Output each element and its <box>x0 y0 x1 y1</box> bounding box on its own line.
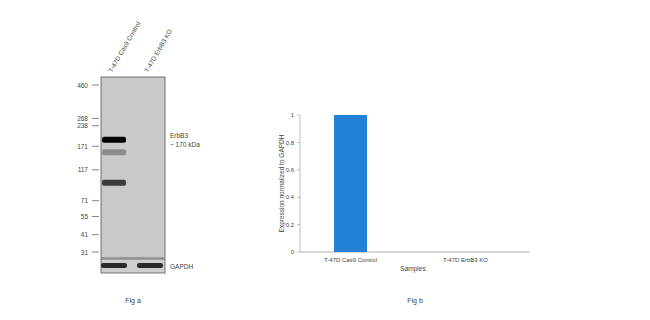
x-tick-label: T-47D ErbB3 KO <box>443 257 488 263</box>
marker-label: 41 <box>81 231 89 238</box>
bar <box>449 252 482 253</box>
protein-band <box>102 180 126 186</box>
y-axis-line <box>300 115 301 252</box>
y-tick <box>297 142 300 143</box>
marker-tick <box>92 234 99 235</box>
bars <box>334 115 367 252</box>
figure-caption: Fig b <box>407 297 423 305</box>
loading-control-label: GAPDH <box>170 263 193 270</box>
figure-caption: Fig a <box>125 297 141 305</box>
marker-label: 268 <box>77 115 88 122</box>
y-tick-label: 0.8 <box>286 140 295 146</box>
marker-label: 71 <box>81 197 89 204</box>
marker-tick <box>92 118 99 119</box>
marker-label: 117 <box>78 166 89 173</box>
lane-label: T-47D ErbB3 KO <box>143 28 173 74</box>
marker-tick <box>92 85 99 86</box>
y-tick-label: 0.4 <box>286 194 295 200</box>
marker-tick <box>92 125 99 126</box>
marker-tick <box>92 252 99 253</box>
y-tick <box>297 252 300 253</box>
y-tick-label: 0.6 <box>286 167 295 173</box>
y-tick-label: 0 <box>291 249 295 255</box>
protein-band <box>102 137 126 143</box>
blot-membrane <box>101 77 165 258</box>
marker-tick <box>92 169 99 170</box>
marker-tick <box>92 216 99 217</box>
loading-control-band <box>137 263 163 268</box>
bar <box>334 115 367 252</box>
y-tick <box>297 224 300 225</box>
y-axis-label: Expression normalized to GAPDH <box>278 134 286 232</box>
marker-label: 171 <box>77 143 88 150</box>
loading-control-strip <box>101 259 165 273</box>
marker-label: 31 <box>81 249 89 256</box>
marker-tick <box>92 200 99 201</box>
marker-tick <box>92 146 99 147</box>
y-tick <box>297 169 300 170</box>
marker-label: 460 <box>77 82 88 89</box>
y-tick <box>297 197 300 198</box>
marker-label: 238 <box>77 122 88 129</box>
western-blot: 460 268238 171 117 71 55 41 31 T-47D Cas9 Contro… <box>77 20 200 305</box>
protein-band <box>102 149 126 155</box>
loading-control-band <box>101 263 127 268</box>
marker-label: 55 <box>81 213 89 220</box>
x-tick-label: T-47D Cas9 Control <box>324 257 377 263</box>
target-size: ~ 170 kDa <box>170 141 200 148</box>
target-label: ErbB3 <box>170 132 188 139</box>
y-tick <box>297 115 300 116</box>
y-tick-label: 0.2 <box>286 222 295 228</box>
y-tick-label: 1 <box>291 112 295 118</box>
lane-label: T-47D Cas9 Control <box>107 20 142 74</box>
x-axis-label: Samples <box>400 265 426 273</box>
bar-chart: 0 0.2 0.4 0.6 0.8 1 T-47D Cas9 Control T-47D Er… <box>278 112 530 305</box>
